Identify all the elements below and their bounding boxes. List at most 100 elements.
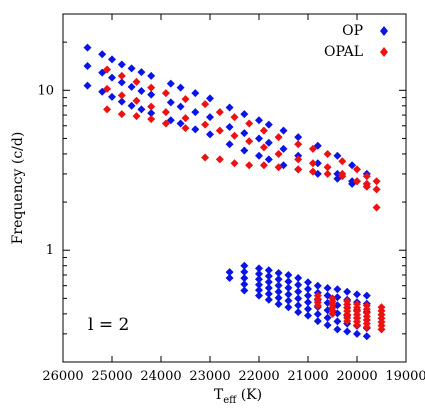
- data-point-op: [206, 113, 214, 122]
- data-point-op: [323, 313, 332, 322]
- data-point-op: [147, 71, 156, 80]
- data-point-op: [264, 266, 273, 275]
- data-point-opal: [147, 83, 156, 92]
- data-point-opal: [259, 161, 268, 170]
- data-point-opal: [230, 131, 239, 140]
- data-point-opal: [147, 115, 156, 124]
- data-point-opal: [230, 113, 239, 122]
- data-point-opal: [308, 167, 317, 176]
- data-point-op: [176, 83, 185, 92]
- data-point-opal: [132, 77, 141, 86]
- data-point-op: [294, 308, 303, 317]
- legend: OP OPAL: [324, 23, 388, 60]
- data-point-opal: [132, 96, 141, 105]
- data-point-op: [294, 133, 303, 142]
- data-point-op: [225, 274, 234, 283]
- data-point-op: [225, 268, 234, 277]
- x-axis-label: Teff (K): [214, 387, 262, 406]
- data-point-op: [137, 68, 146, 77]
- data-point-op: [166, 98, 175, 107]
- data-point-opal: [259, 143, 268, 152]
- data-point-opal: [362, 172, 371, 181]
- data-point-op: [362, 291, 371, 300]
- legend-label-opal: OPAL: [324, 44, 363, 60]
- data-point-op: [279, 144, 288, 153]
- x-tick-label: 22000: [238, 369, 279, 384]
- data-point-op: [255, 269, 263, 278]
- y-axis-ticks: 1 10: [37, 41, 406, 335]
- data-point-op: [274, 275, 283, 284]
- data-point-op: [304, 291, 312, 300]
- data-point-op: [333, 285, 342, 294]
- data-point-opal: [323, 163, 332, 172]
- data-point-op: [225, 140, 234, 149]
- data-point-opal: [274, 163, 283, 172]
- data-point-op: [240, 286, 249, 295]
- data-point-op: [191, 125, 200, 134]
- data-point-op: [343, 287, 352, 296]
- data-point-op: [83, 43, 92, 52]
- data-point-op: [284, 303, 293, 312]
- data-point-op: [255, 151, 263, 160]
- data-point-op: [255, 116, 263, 125]
- data-point-op: [274, 300, 283, 309]
- data-point-op: [279, 126, 288, 135]
- data-point-op: [127, 82, 136, 91]
- data-point-op: [353, 329, 361, 338]
- data-point-op: [294, 274, 303, 283]
- annotation-l-equals-2: l = 2: [88, 315, 129, 335]
- data-point-op: [240, 274, 249, 283]
- data-point-op: [176, 102, 185, 111]
- data-point-op: [166, 79, 175, 88]
- x-axis-ticks: 26000 25000 24000 23000 22000 21000 20000 19000: [42, 14, 425, 384]
- data-point-opal: [181, 114, 190, 123]
- data-point-op: [274, 293, 283, 302]
- data-point-opal: [201, 100, 210, 109]
- data-point-op: [313, 281, 322, 290]
- data-point-op: [294, 287, 303, 296]
- legend-label-op: OP: [342, 23, 363, 39]
- data-point-op: [117, 78, 126, 87]
- plot-frame: [62, 13, 407, 363]
- y-axis-label: Frequency (c/d): [10, 132, 26, 245]
- data-point-op: [264, 272, 273, 281]
- data-point-opal: [328, 294, 337, 303]
- data-point-op: [274, 281, 283, 290]
- data-point-op: [240, 146, 249, 155]
- data-point-opal: [132, 112, 141, 121]
- data-point-op: [117, 97, 126, 106]
- data-point-op: [98, 50, 107, 59]
- data-point-op: [333, 325, 342, 334]
- data-point-opal: [362, 179, 371, 188]
- data-point-op: [176, 119, 185, 128]
- data-point-op: [117, 60, 126, 69]
- data-point-op: [323, 321, 332, 330]
- data-point-op: [304, 284, 312, 293]
- data-point-op: [255, 134, 263, 143]
- data-point-op: [333, 151, 342, 160]
- data-point-opal: [259, 126, 268, 135]
- legend-marker-op: [380, 26, 388, 36]
- data-point-op: [264, 155, 273, 164]
- data-point-op: [166, 116, 175, 125]
- data-point-op: [294, 301, 303, 310]
- data-point-op: [240, 267, 249, 276]
- data-point-op: [294, 280, 303, 289]
- data-point-op: [240, 261, 249, 270]
- data-point-opal: [161, 119, 170, 128]
- data-point-opal: [338, 172, 347, 181]
- data-point-opal: [323, 149, 332, 158]
- data-point-op: [264, 283, 273, 292]
- data-point-op: [284, 290, 293, 299]
- data-point-opal: [201, 153, 210, 162]
- data-point-op: [313, 317, 322, 326]
- data-point-op: [284, 296, 293, 305]
- x-tick-label: 19000: [385, 369, 425, 384]
- data-point-opal: [274, 133, 283, 142]
- legend-marker-opal: [380, 47, 388, 57]
- data-point-opal: [103, 105, 112, 114]
- data-point-opal: [103, 84, 112, 93]
- data-point-op: [362, 332, 371, 341]
- data-point-opal: [181, 124, 190, 133]
